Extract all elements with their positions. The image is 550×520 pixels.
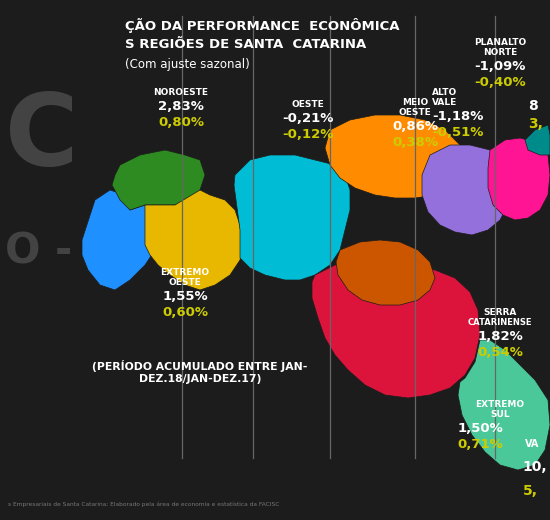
Text: C: C: [5, 90, 78, 187]
Text: VA: VA: [525, 439, 540, 449]
Text: 0,54%: 0,54%: [477, 346, 523, 359]
Text: EXTREMO: EXTREMO: [161, 268, 210, 277]
Polygon shape: [112, 150, 205, 210]
Text: s Empresariais de Santa Catarina; Elaborado pela área de economia e estatística : s Empresariais de Santa Catarina; Elabor…: [8, 501, 279, 507]
Text: NOROESTE: NOROESTE: [153, 88, 208, 97]
Text: 1,55%: 1,55%: [162, 290, 208, 303]
Text: PLANALTO: PLANALTO: [474, 38, 526, 47]
Polygon shape: [145, 190, 245, 290]
Polygon shape: [488, 138, 550, 220]
Text: 0,86%: 0,86%: [392, 120, 438, 133]
Text: (PERÍODO ACUMULADO ENTRE JAN-
DEZ.18/JAN-DEZ.17): (PERÍODO ACUMULADO ENTRE JAN- DEZ.18/JAN…: [92, 360, 307, 384]
Text: -0,40%: -0,40%: [474, 76, 526, 89]
Text: 0,60%: 0,60%: [162, 306, 208, 319]
Text: OESTE: OESTE: [292, 100, 324, 109]
Text: 0,80%: 0,80%: [158, 116, 204, 129]
Text: 10,: 10,: [522, 460, 547, 474]
Polygon shape: [312, 258, 480, 398]
Text: 8: 8: [528, 99, 538, 113]
Text: O - SC: O - SC: [5, 230, 147, 272]
Polygon shape: [234, 155, 350, 280]
Text: 1,82%: 1,82%: [477, 330, 523, 343]
Text: -1,18%: -1,18%: [432, 110, 483, 123]
Text: SUL: SUL: [490, 410, 510, 419]
Polygon shape: [325, 115, 465, 198]
Text: CATARINENSE: CATARINENSE: [468, 318, 532, 327]
Text: NORTE: NORTE: [483, 48, 517, 57]
Text: 5,: 5,: [522, 484, 537, 498]
Text: -0,21%: -0,21%: [282, 112, 334, 125]
Text: MEIO: MEIO: [402, 98, 428, 107]
Text: EXTREMO: EXTREMO: [475, 400, 525, 409]
Text: VALE: VALE: [432, 98, 457, 107]
Text: OESTE: OESTE: [169, 278, 201, 287]
Text: S REGIÕES DE SANTA  CATARINA: S REGIÕES DE SANTA CATARINA: [125, 38, 366, 51]
Text: 2,83%: 2,83%: [158, 100, 204, 113]
Text: 0,71%: 0,71%: [457, 438, 503, 451]
Text: 0,38%: 0,38%: [392, 136, 438, 149]
Text: ÇÃO DA PERFORMANCE  ECONÔMICA: ÇÃO DA PERFORMANCE ECONÔMICA: [125, 18, 399, 33]
Text: 1,50%: 1,50%: [457, 422, 503, 435]
Text: (Com ajuste sazonal): (Com ajuste sazonal): [125, 58, 250, 71]
Polygon shape: [422, 145, 510, 235]
Text: -0,51%: -0,51%: [432, 126, 483, 139]
Polygon shape: [82, 190, 160, 290]
Text: OESTE: OESTE: [399, 108, 431, 117]
Text: ALTO: ALTO: [432, 88, 457, 97]
Polygon shape: [336, 240, 435, 305]
Text: 3,: 3,: [528, 117, 543, 131]
Polygon shape: [525, 125, 550, 155]
Text: -1,09%: -1,09%: [474, 60, 526, 73]
Polygon shape: [458, 340, 550, 470]
Text: -0,12%: -0,12%: [282, 128, 334, 141]
Text: SERRA: SERRA: [483, 308, 516, 317]
